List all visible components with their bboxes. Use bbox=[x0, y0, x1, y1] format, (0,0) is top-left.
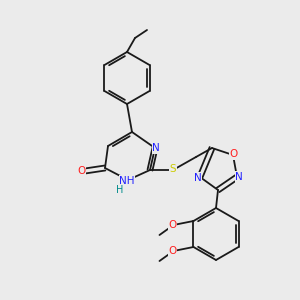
Text: NH: NH bbox=[119, 176, 135, 186]
Text: H: H bbox=[116, 185, 124, 195]
Text: O: O bbox=[230, 149, 238, 159]
Text: N: N bbox=[194, 173, 202, 183]
Text: O: O bbox=[168, 220, 176, 230]
Text: O: O bbox=[168, 246, 176, 256]
Text: S: S bbox=[170, 164, 176, 174]
Text: O: O bbox=[77, 166, 85, 176]
Text: N: N bbox=[152, 143, 160, 153]
Text: N: N bbox=[235, 172, 243, 182]
